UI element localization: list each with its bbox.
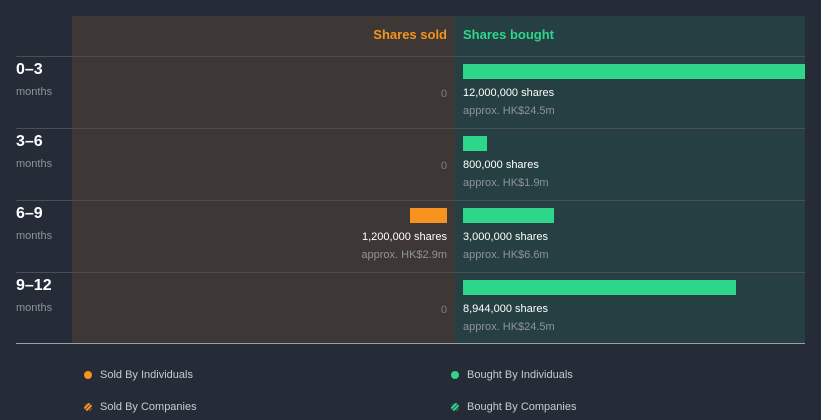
bought-shares: 8,944,000 shares	[463, 303, 549, 315]
sold-bar[interactable]	[410, 208, 447, 223]
legend-sold-companies[interactable]: Sold By Companies	[84, 401, 197, 413]
bought-bar[interactable]	[463, 208, 554, 223]
bought-value: approx. HK$6.6m	[463, 249, 549, 261]
sold-shares: 1,200,000 shares	[361, 231, 447, 243]
legend-label: Sold By Companies	[100, 401, 197, 413]
bought-shares: 3,000,000 shares	[463, 231, 549, 243]
row-divider	[16, 128, 805, 129]
period-unit: months	[16, 86, 53, 98]
bought-bar[interactable]	[463, 64, 805, 79]
legend-sold-individuals[interactable]: Sold By Individuals	[84, 369, 193, 381]
legend-bought-companies[interactable]: Bought By Companies	[451, 401, 576, 413]
row-divider	[16, 56, 805, 57]
green-dot-icon	[451, 371, 459, 379]
shares-bought-header: Shares bought	[463, 27, 555, 42]
bought-shares: 12,000,000 shares	[463, 87, 555, 99]
shares-sold-header: Shares sold	[373, 27, 447, 42]
period-row-0-3: 0–3 months 0 12,000,000 shares approx. H…	[0, 56, 821, 128]
period-row-3-6: 3–6 months 0 800,000 shares approx. HK$1…	[0, 128, 821, 200]
period-label: 3–6	[16, 133, 43, 150]
row-divider	[16, 200, 805, 201]
period-unit: months	[16, 158, 53, 170]
sold-zero-value: 0	[440, 160, 447, 172]
shares-sold-panel	[72, 16, 455, 343]
period-unit: months	[16, 230, 53, 242]
chart-baseline	[16, 343, 805, 344]
period-label: 9–12	[16, 277, 52, 294]
orange-hatched-dot-icon	[84, 403, 92, 411]
green-hatched-dot-icon	[451, 403, 459, 411]
legend-label: Sold By Individuals	[100, 369, 193, 381]
legend-bought-individuals[interactable]: Bought By Individuals	[451, 369, 573, 381]
period-row-6-9: 6–9 months 1,200,000 shares approx. HK$2…	[0, 200, 821, 272]
period-label: 0–3	[16, 61, 43, 78]
period-label: 6–9	[16, 205, 43, 222]
sold-value: approx. HK$2.9m	[361, 249, 447, 261]
legend-label: Bought By Individuals	[467, 369, 573, 381]
bought-shares: 800,000 shares	[463, 159, 539, 171]
orange-dot-icon	[84, 371, 92, 379]
legend-label: Bought By Companies	[467, 401, 577, 413]
bought-bar[interactable]	[463, 136, 487, 151]
bought-value: approx. HK$24.5m	[463, 105, 555, 117]
period-unit: months	[16, 302, 53, 314]
bought-bar[interactable]	[463, 280, 736, 295]
sold-zero-value: 0	[440, 304, 447, 316]
sold-zero-value: 0	[440, 88, 447, 100]
bought-value: approx. HK$24.5m	[463, 321, 555, 333]
bought-value: approx. HK$1.9m	[463, 177, 549, 189]
period-row-9-12: 9–12 months 0 8,944,000 shares approx. H…	[0, 272, 821, 344]
row-divider	[16, 272, 805, 273]
